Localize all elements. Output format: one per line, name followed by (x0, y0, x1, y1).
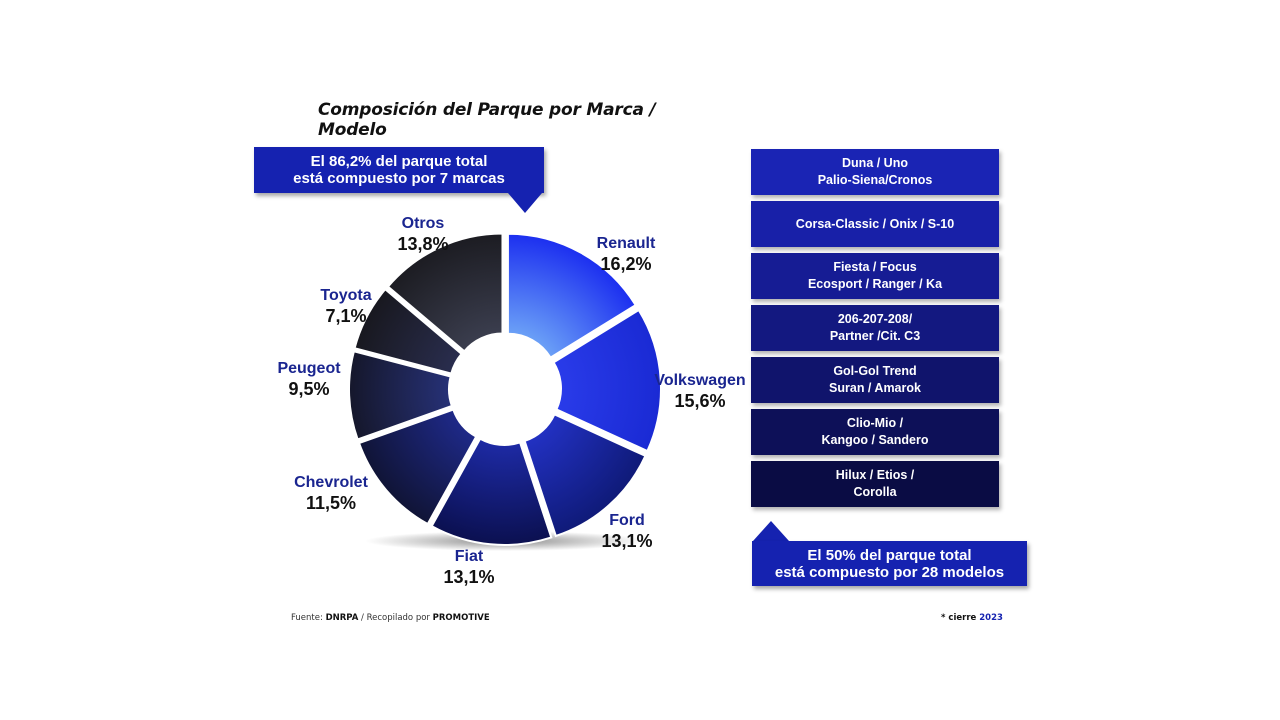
model-box-line: 206-207-208/ (837, 312, 913, 326)
closing-year: 2023 (979, 613, 1003, 623)
model-box-line: Clio-Mio / (846, 416, 904, 430)
slice-percentage: 13,8% (397, 234, 449, 254)
slice-percentage: 13,1% (601, 531, 653, 551)
model-box: Clio-Mio / Kangoo / Sandero (751, 409, 999, 455)
model-box-line: Kangoo / Sandero (821, 433, 929, 447)
slice-peugeot (348, 350, 454, 441)
slice-brand-name: Otros (401, 215, 445, 232)
brands-callout-arrow (508, 193, 542, 213)
slice-percentage: 13,1% (443, 567, 495, 587)
model-box-line: Suran / Amarok (829, 381, 921, 395)
slice-ford (523, 412, 647, 538)
model-box-line: Gol-Gol Trend (833, 364, 917, 378)
models-list: Duna / Uno Palio-Siena/Cronos Corsa-Classi… (751, 149, 999, 513)
model-box: Fiesta / Focus Ecosport / Ranger / Ka (751, 253, 999, 299)
model-box: Corsa-Classic / Onix / S-10 (751, 201, 999, 247)
slice-percentage: 16,2% (600, 254, 652, 274)
slice-toyota (353, 287, 463, 375)
brands-callout: El 86,2% del parque total está compuesto… (254, 147, 544, 193)
compiled-prefix: / Recopilado por (358, 613, 433, 623)
source-note: Fuente: DNRPA / Recopilado por PROMOTIVE (291, 613, 490, 623)
chart-title: Composición del Parque por Marca / Model… (318, 100, 656, 140)
model-box-line: Palio-Siena/Cronos (817, 173, 933, 187)
brands-callout-line2: está compuesto por 7 marcas (293, 170, 505, 187)
source-prefix: Fuente: (291, 613, 326, 623)
models-callout-arrow (753, 521, 789, 541)
slice-volkswagen (552, 308, 662, 453)
slice-label-peugeot: Peugeot 9,5% (249, 358, 369, 400)
slice-label-renault: Renault 16,2% (566, 233, 686, 275)
model-box-line: Ecosport / Ranger / Ka (807, 277, 943, 291)
models-callout: El 50% del parque total está compuesto p… (752, 541, 1027, 586)
slice-brand-name: Toyota (320, 287, 372, 304)
model-box-line: Corolla (853, 485, 897, 499)
slice-brand-name: Fiat (454, 548, 484, 565)
model-box-line: Duna / Uno (842, 156, 908, 170)
slice-otros (386, 232, 504, 353)
model-box: Duna / Uno Palio-Siena/Cronos (751, 149, 999, 195)
slice-label-chevrolet: Chevrolet 11,5% (271, 472, 391, 514)
model-box: Hilux / Etios / Corolla (751, 461, 999, 507)
models-callout-line2: está compuesto por 28 modelos (774, 563, 1005, 581)
closing-prefix: * cierre (941, 613, 980, 623)
slice-chevrolet (357, 408, 478, 526)
model-box-line: Hilux / Etios / (835, 468, 915, 482)
slice-renault (506, 232, 638, 359)
slice-label-toyota: Toyota 7,1% (286, 285, 406, 327)
slice-fiat (430, 437, 553, 546)
model-box: Gol-Gol Trend Suran / Amarok (751, 357, 999, 403)
slice-label-fiat: Fiat 13,1% (409, 546, 529, 588)
models-callout-line1: El 50% del parque total (807, 546, 972, 564)
slice-brand-name: Renault (596, 235, 656, 252)
closing-note: * cierre 2023 (941, 613, 1003, 623)
slice-label-otros: Otros 13,8% (363, 213, 483, 255)
slice-percentage: 11,5% (305, 493, 357, 513)
model-box-line: Corsa-Classic / Onix / S-10 (795, 216, 955, 231)
slice-percentage: 15,6% (674, 391, 726, 411)
brands-callout-line1: El 86,2% del parque total (310, 153, 488, 170)
slice-label-ford: Ford 13,1% (567, 510, 687, 552)
model-box: 206-207-208/Partner /Cit. C3 (751, 305, 999, 351)
source-name: DNRPA (325, 613, 359, 623)
model-box-line: Partner /Cit. C3 (829, 329, 921, 343)
slice-brand-name: Ford (609, 512, 645, 529)
slice-percentage: 7,1% (325, 306, 367, 326)
slice-label-volkswagen: Volkswagen 15,6% (640, 370, 760, 412)
compiled-name: PROMOTIVE (432, 613, 490, 623)
model-box-line: Fiesta / Focus (833, 260, 917, 274)
slice-brand-name: Volkswagen (654, 372, 746, 389)
slice-brand-name: Chevrolet (294, 474, 368, 491)
slice-percentage: 9,5% (288, 379, 330, 399)
slice-brand-name: Peugeot (277, 360, 341, 377)
